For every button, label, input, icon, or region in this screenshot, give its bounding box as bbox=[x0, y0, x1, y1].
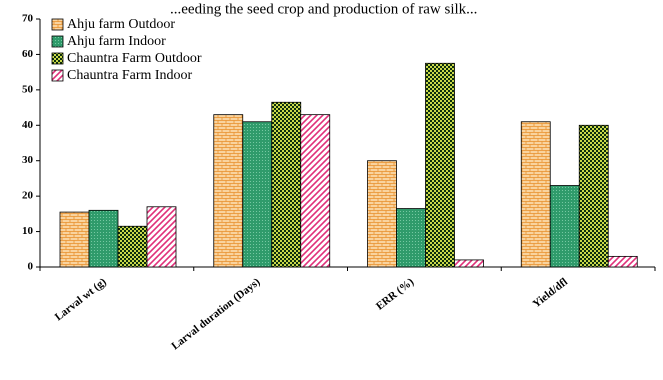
bar bbox=[396, 208, 426, 268]
legend: Ahju farm Outdoor Ahju farm Indoor Chauntr… bbox=[51, 17, 202, 83]
y-tick-label: 20 bbox=[22, 190, 34, 202]
legend-swatch bbox=[51, 69, 64, 82]
x-category-label: Larval wt (g) bbox=[53, 276, 109, 324]
y-tick-label: 10 bbox=[22, 225, 34, 237]
legend-label: Ahju farm Outdoor bbox=[67, 17, 175, 32]
bars bbox=[59, 62, 638, 268]
bar bbox=[454, 259, 484, 268]
bar bbox=[117, 225, 148, 268]
bar bbox=[520, 121, 551, 268]
legend-label: Ahju farm Indoor bbox=[67, 34, 166, 49]
x-category-label: ERR (%) bbox=[374, 276, 417, 313]
bar bbox=[213, 114, 244, 268]
legend-label: Chauntra Farm Indoor bbox=[67, 68, 193, 83]
y-tick-label: 50 bbox=[22, 83, 34, 95]
y-tick-label: 60 bbox=[22, 48, 34, 60]
x-category-label: Yield/dfl bbox=[531, 276, 570, 310]
bar bbox=[271, 101, 302, 268]
bar bbox=[607, 255, 638, 268]
bar bbox=[425, 62, 455, 268]
bar bbox=[367, 160, 397, 268]
bar bbox=[59, 211, 90, 268]
y-tick-label: 70 bbox=[22, 13, 34, 25]
bar bbox=[578, 124, 609, 268]
bar bbox=[300, 114, 331, 268]
caption-fragment: ...eeding the seed crop and production o… bbox=[170, 2, 477, 18]
legend-swatch bbox=[51, 18, 64, 31]
legend-swatch bbox=[51, 35, 64, 48]
y-tick-label: 40 bbox=[22, 119, 34, 131]
y-tick-label: 0 bbox=[28, 261, 34, 273]
bar bbox=[549, 185, 580, 268]
x-category-label: Larval duration (Days) bbox=[169, 276, 262, 353]
bar bbox=[242, 121, 273, 268]
y-tick-label: 30 bbox=[22, 154, 34, 166]
bar bbox=[146, 206, 177, 268]
bar bbox=[88, 209, 119, 268]
legend-label: Chauntra Farm Outdoor bbox=[67, 51, 202, 66]
legend-swatch bbox=[51, 52, 64, 65]
